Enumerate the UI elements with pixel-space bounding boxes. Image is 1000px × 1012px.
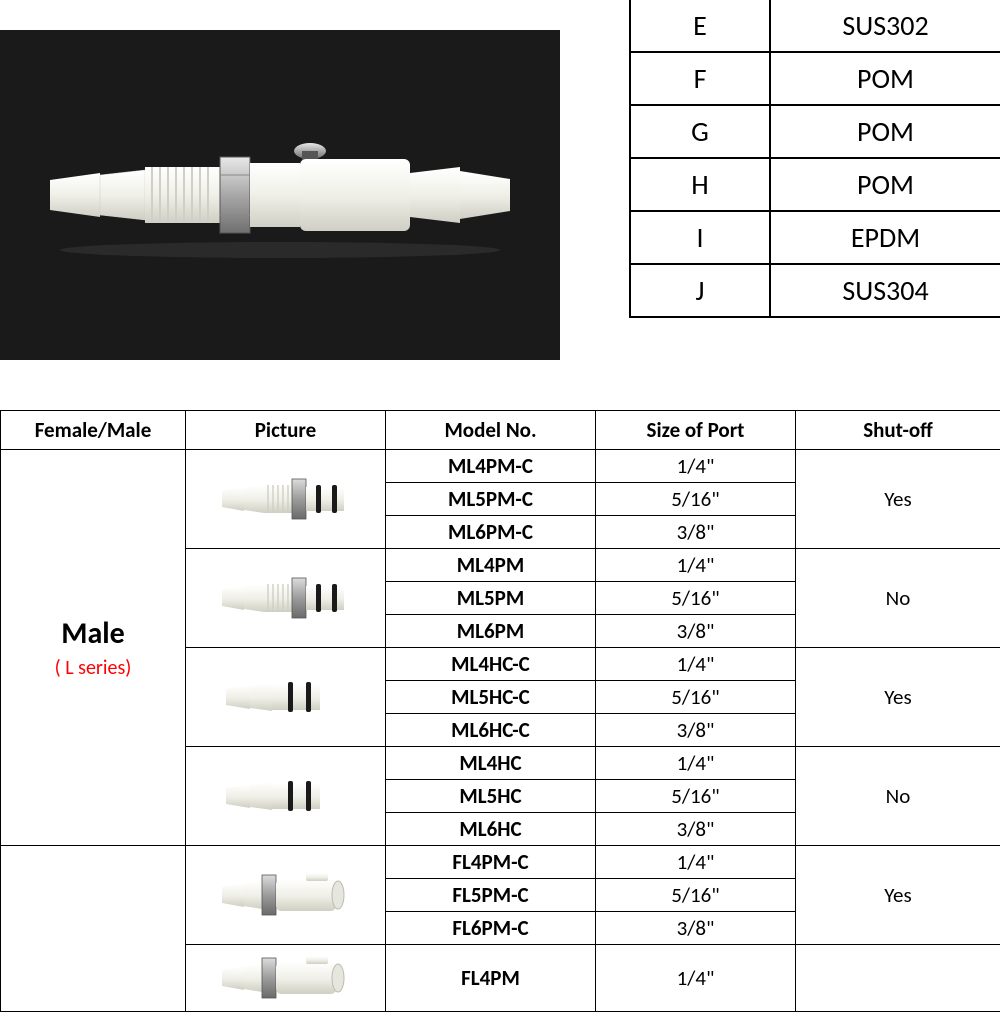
material-letter: F [630,52,770,105]
part-thumb [211,667,361,727]
model-cell: ML5HC-C [386,681,596,714]
shutoff-cell: Yes [796,846,1000,945]
part-thumb [211,948,361,1008]
spec-row: Male( L series)ML4PM-C1/4"Yes [1,450,1000,483]
category-label: Male [3,615,183,652]
model-cell: FL6PM-C [386,912,596,945]
shutoff-cell: Yes [796,450,1000,549]
model-cell: ML5HC [386,780,596,813]
material-name: SUS304 [770,264,1000,317]
material-letter: J [630,264,770,317]
model-cell: ML4PM-C [386,450,596,483]
size-cell: 1/4" [596,846,796,879]
picture-cell [186,846,386,945]
size-cell: 3/8" [596,714,796,747]
size-cell: 1/4" [596,648,796,681]
spec-table: Female/Male Picture Model No. Size of Po… [0,410,1000,1012]
size-cell: 3/8" [596,615,796,648]
picture-cell [186,549,386,648]
part-thumb [211,865,361,925]
header-fm: Female/Male [1,411,186,450]
category-cell [1,846,186,1012]
size-cell: 5/16" [596,681,796,714]
category-series: ( L series) [3,656,183,680]
part-thumb [211,568,361,628]
materials-row: F POM [630,52,1000,105]
header-size: Size of Port [596,411,796,450]
size-cell: 5/16" [596,483,796,516]
category-cell: Male ( L series) [1,450,186,846]
model-cell: ML4PM [386,549,596,582]
model-cell: FL5PM-C [386,879,596,912]
hero-connector-svg [30,125,530,265]
model-cell: FL4PM-C [386,846,596,879]
model-cell: ML4HC-C [386,648,596,681]
size-cell: 1/4" [596,450,796,483]
materials-table: E SUS302 F POM G POM H POM I EPDM J SUS3… [629,0,1000,318]
part-thumb [211,469,361,529]
model-cell: ML6HC-C [386,714,596,747]
spec-header-row: Female/Male Picture Model No. Size of Po… [1,411,1000,450]
shutoff-cell: No [796,549,1000,648]
material-letter: H [630,158,770,211]
spec-row: FL4PM-C1/4"Yes [1,846,1000,879]
material-name: POM [770,105,1000,158]
material-name: EPDM [770,211,1000,264]
model-cell: ML4HC [386,747,596,780]
model-cell: ML5PM [386,582,596,615]
material-letter: I [630,211,770,264]
materials-row: G POM [630,105,1000,158]
size-cell: 1/4" [596,747,796,780]
size-cell: 3/8" [596,516,796,549]
model-cell: ML5PM-C [386,483,596,516]
material-letter: E [630,0,770,52]
material-letter: G [630,105,770,158]
size-cell: 3/8" [596,813,796,846]
size-cell: 1/4" [596,945,796,1012]
size-cell: 5/16" [596,879,796,912]
material-name: POM [770,158,1000,211]
model-cell: FL4PM [386,945,596,1012]
picture-cell [186,450,386,549]
product-photo [0,30,560,360]
materials-row: I EPDM [630,211,1000,264]
shutoff-cell [796,945,1000,1012]
part-thumb [211,766,361,826]
shutoff-cell: No [796,747,1000,846]
materials-row: E SUS302 [630,0,1000,52]
model-cell: ML6HC [386,813,596,846]
model-cell: ML6PM-C [386,516,596,549]
size-cell: 1/4" [596,549,796,582]
materials-row: J SUS304 [630,264,1000,317]
picture-cell [186,648,386,747]
model-cell: ML6PM [386,615,596,648]
picture-cell [186,747,386,846]
size-cell: 5/16" [596,582,796,615]
material-name: SUS302 [770,0,1000,52]
picture-cell [186,945,386,1012]
material-name: POM [770,52,1000,105]
shutoff-cell: Yes [796,648,1000,747]
size-cell: 5/16" [596,780,796,813]
header-shut: Shut-off [796,411,1000,450]
header-model: Model No. [386,411,596,450]
materials-row: H POM [630,158,1000,211]
size-cell: 3/8" [596,912,796,945]
header-pic: Picture [186,411,386,450]
